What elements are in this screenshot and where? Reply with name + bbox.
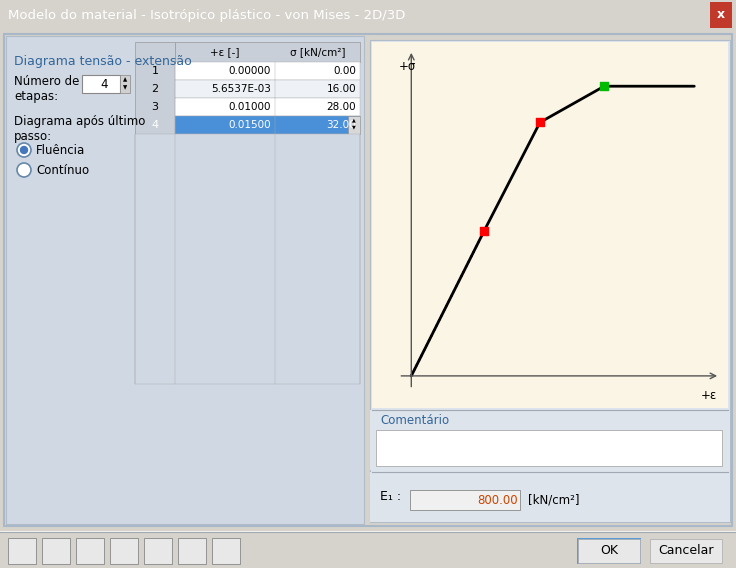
- FancyBboxPatch shape: [650, 539, 722, 563]
- FancyBboxPatch shape: [135, 42, 175, 134]
- Circle shape: [17, 143, 31, 157]
- Text: 32.00: 32.00: [326, 120, 356, 130]
- FancyBboxPatch shape: [110, 538, 138, 564]
- Text: 5.6537E-03: 5.6537E-03: [211, 84, 271, 94]
- FancyBboxPatch shape: [578, 539, 640, 563]
- FancyBboxPatch shape: [370, 472, 730, 522]
- Point: [534, 118, 546, 127]
- FancyBboxPatch shape: [8, 538, 36, 564]
- Text: +σ: +σ: [398, 60, 416, 73]
- Text: 16.00: 16.00: [326, 84, 356, 94]
- Text: 1: 1: [152, 66, 158, 76]
- Text: 800.00: 800.00: [478, 494, 518, 507]
- Text: E₁ :: E₁ :: [380, 491, 401, 503]
- Text: Modelo do material - Isotrópico plástico - von Mises - 2D/3D: Modelo do material - Isotrópico plástico…: [8, 9, 406, 22]
- FancyBboxPatch shape: [82, 75, 120, 93]
- FancyBboxPatch shape: [175, 62, 360, 80]
- Text: OK: OK: [600, 545, 618, 558]
- FancyBboxPatch shape: [6, 36, 364, 524]
- FancyBboxPatch shape: [370, 410, 730, 470]
- Text: Diagrama tensão - extensão: Diagrama tensão - extensão: [14, 55, 192, 68]
- Text: Contínuo: Contínuo: [36, 164, 89, 177]
- Text: 4: 4: [100, 77, 107, 90]
- Text: 0.01000: 0.01000: [228, 102, 271, 112]
- Circle shape: [21, 147, 27, 153]
- FancyBboxPatch shape: [42, 538, 70, 564]
- Text: passo:: passo:: [14, 130, 52, 143]
- Text: ▼: ▼: [352, 124, 356, 130]
- FancyBboxPatch shape: [376, 430, 722, 466]
- FancyBboxPatch shape: [175, 80, 360, 98]
- FancyBboxPatch shape: [212, 538, 240, 564]
- FancyBboxPatch shape: [372, 42, 728, 408]
- Text: 28.00: 28.00: [326, 102, 356, 112]
- FancyBboxPatch shape: [410, 490, 520, 510]
- FancyBboxPatch shape: [178, 538, 206, 564]
- Text: σ [kN/cm²]: σ [kN/cm²]: [290, 47, 345, 57]
- FancyBboxPatch shape: [76, 538, 104, 564]
- Text: 3: 3: [152, 102, 158, 112]
- Text: +ε [-]: +ε [-]: [210, 47, 240, 57]
- Text: 0.00: 0.00: [333, 66, 356, 76]
- FancyBboxPatch shape: [175, 42, 360, 62]
- FancyBboxPatch shape: [144, 538, 172, 564]
- FancyBboxPatch shape: [577, 538, 641, 564]
- Text: ▲: ▲: [123, 77, 127, 82]
- Text: ▲: ▲: [352, 118, 356, 123]
- Point: [478, 227, 490, 236]
- Text: Comentário: Comentário: [380, 414, 449, 427]
- Text: 0.00000: 0.00000: [229, 66, 271, 76]
- FancyBboxPatch shape: [710, 2, 732, 28]
- Text: 2: 2: [152, 84, 158, 94]
- FancyBboxPatch shape: [135, 134, 360, 384]
- Text: +ε: +ε: [701, 390, 717, 403]
- Text: ▼: ▼: [123, 86, 127, 90]
- Text: x: x: [717, 9, 725, 22]
- Circle shape: [17, 163, 31, 177]
- Text: 4: 4: [152, 120, 158, 130]
- Text: 0.01500: 0.01500: [228, 120, 271, 130]
- FancyBboxPatch shape: [175, 98, 360, 116]
- Text: Número de: Número de: [14, 75, 79, 88]
- Text: [kN/cm²]: [kN/cm²]: [528, 494, 579, 507]
- FancyBboxPatch shape: [175, 116, 360, 134]
- FancyBboxPatch shape: [120, 75, 130, 93]
- Text: Diagrama após último: Diagrama após último: [14, 115, 146, 128]
- FancyBboxPatch shape: [348, 116, 360, 134]
- Text: Fluência: Fluência: [36, 144, 85, 157]
- Point: [598, 82, 610, 91]
- Text: Cancelar: Cancelar: [658, 545, 714, 558]
- FancyBboxPatch shape: [370, 40, 730, 522]
- Text: etapas:: etapas:: [14, 90, 58, 103]
